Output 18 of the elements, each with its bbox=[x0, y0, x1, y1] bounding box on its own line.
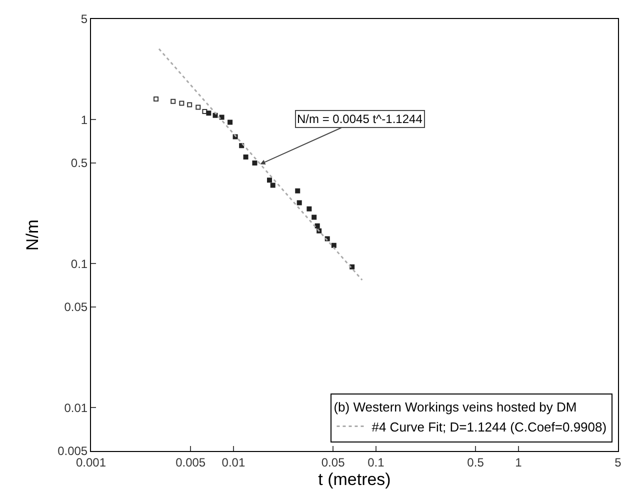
y-tick-label: 0.05 bbox=[64, 300, 88, 314]
y-tick-label: 0.5 bbox=[70, 156, 88, 170]
y-tick-label: 0.1 bbox=[70, 256, 88, 271]
y-axis-title: N/m bbox=[23, 219, 42, 251]
x-tick-label: 0.5 bbox=[467, 455, 484, 470]
x-tick-label: 0.005 bbox=[176, 455, 206, 470]
x-tick-label: 0.01 bbox=[222, 455, 246, 470]
y-tick-label: 0.01 bbox=[64, 400, 88, 415]
y-tick-label: 1 bbox=[80, 112, 88, 127]
x-tick-label: 1 bbox=[515, 455, 522, 470]
y-tick-label: 5 bbox=[80, 12, 88, 26]
x-tick-label: 5 bbox=[614, 455, 622, 470]
x-tick-label: 0.05 bbox=[321, 455, 346, 470]
annotation: N/m = 0.0045 t^-1.1244 bbox=[297, 112, 423, 126]
x-axis-title: t (metres) bbox=[318, 470, 391, 489]
legend-label: #4 Curve Fit; D=1.1244 (C.Coef=0.9908) bbox=[372, 419, 607, 434]
legend-title: (b) Western Workings veins hosted by DM bbox=[334, 399, 577, 414]
x-tick-label: 0.1 bbox=[368, 455, 385, 470]
